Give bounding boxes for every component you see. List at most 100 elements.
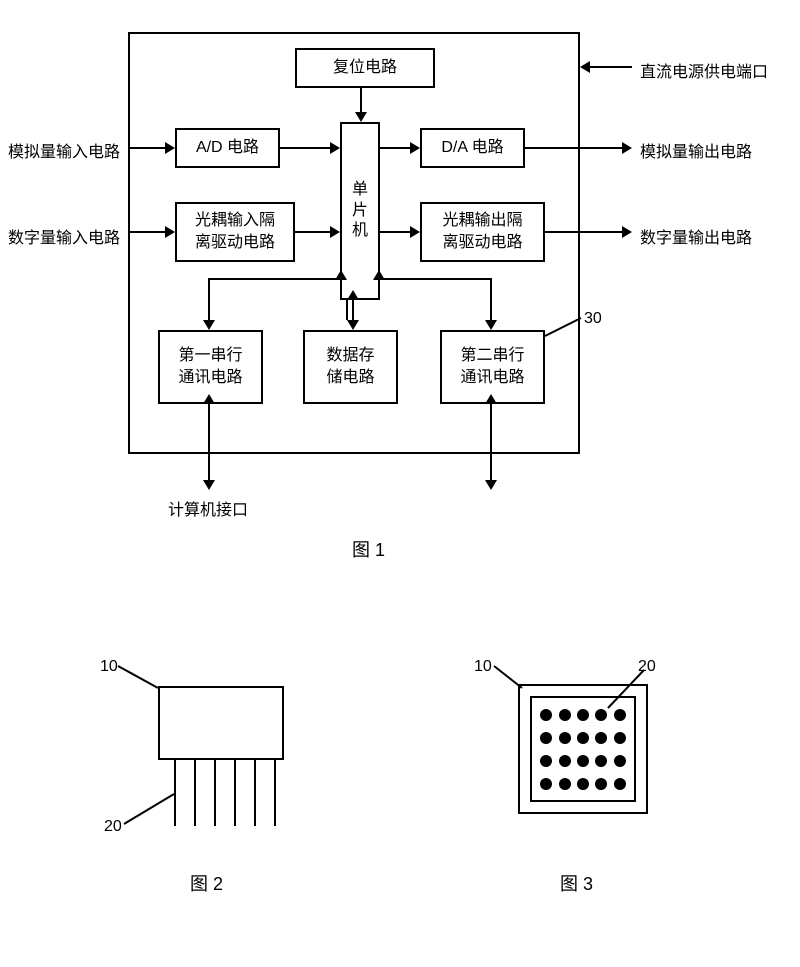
arrowhead-ad-mcu: [330, 142, 340, 154]
storage-box: 数据存 储电路: [303, 330, 398, 404]
fig2-chip: [158, 686, 284, 760]
figure-2: 10 20 图 2: [80, 650, 330, 880]
arrow-serial1-out: [208, 404, 210, 480]
mcu-label: 单 片 机: [352, 180, 368, 242]
digital-in-label: 数字量输入电路: [8, 224, 120, 248]
arrowhead-s1-u: [203, 394, 215, 404]
arrow-right-h: [380, 278, 490, 280]
opto-out-label: 光耦输出隔 离驱动电路: [442, 210, 522, 255]
analog-in-label: 模拟量输入电路: [8, 138, 120, 162]
arrowhead-serial2-u: [373, 270, 385, 280]
fig3-dot: [595, 732, 607, 744]
fig2-caption: 图 2: [190, 870, 223, 896]
arrowhead-dc: [580, 61, 590, 73]
arrow-analog-in: [128, 147, 165, 149]
arrow-right-v: [490, 278, 492, 320]
arrow-mcu-down-left: [346, 300, 348, 320]
serial2-label: 第二串行 通讯电路: [460, 345, 524, 390]
fig2-pin-2: [194, 760, 196, 826]
arrowhead-analog-out: [622, 142, 632, 154]
dc-power-label: 直流电源供电端口: [640, 58, 768, 82]
opto-out-box: 光耦输出隔 离驱动电路: [420, 202, 545, 262]
da-box: D/A 电路: [420, 128, 525, 168]
arrowhead-serial1-d: [203, 320, 215, 330]
ad-label: A/D 电路: [196, 137, 259, 159]
fig3-dot: [577, 755, 589, 767]
arrow-mcu-storage: [352, 300, 354, 320]
fig3-dot: [614, 755, 626, 767]
fig3-dot: [577, 732, 589, 744]
fig3-dot: [540, 732, 552, 744]
opto-in-box: 光耦输入隔 离驱动电路: [175, 202, 295, 262]
figure-1: 复位电路 A/D 电路 D/A 电路 单 片 机 光耦输入隔 离驱动电路 光耦输…: [0, 0, 800, 560]
arrow-digital-in: [128, 231, 165, 233]
arrowhead-storage-u: [347, 290, 359, 300]
arrowhead-opto-mcu: [330, 226, 340, 238]
arrow-digital-out: [545, 231, 622, 233]
arrowhead-storage-d: [347, 320, 359, 330]
arrow-opto-mcu: [295, 231, 330, 233]
reset-label: 复位电路: [333, 57, 397, 79]
serial1-label: 第一串行 通讯电路: [178, 345, 242, 390]
figure-3: 10 20 图 3: [450, 650, 700, 880]
fig3-caption: 图 3: [560, 870, 593, 896]
digital-out-label: 数字量输出电路: [640, 224, 752, 248]
arrow-dc: [590, 66, 632, 68]
fig3-dot: [577, 778, 589, 790]
fig3-dot: [595, 755, 607, 767]
fig2-lead10: [118, 666, 168, 696]
serial1-box: 第一串行 通讯电路: [158, 330, 263, 404]
arrow-ad-mcu: [280, 147, 330, 149]
fig2-pin-3: [214, 760, 216, 826]
arrowhead-s2-d: [485, 480, 497, 490]
da-label: D/A 电路: [441, 137, 503, 159]
arrow-analog-out: [525, 147, 622, 149]
fig3-dot: [577, 709, 589, 721]
arrowhead-digital-in: [165, 226, 175, 238]
arrowhead-reset-mcu: [355, 112, 367, 122]
fig3-dot: [559, 755, 571, 767]
ad-box: A/D 电路: [175, 128, 280, 168]
diagram-container: 复位电路 A/D 电路 D/A 电路 单 片 机 光耦输入隔 离驱动电路 光耦输…: [0, 0, 800, 967]
fig3-dot: [540, 709, 552, 721]
arrowhead-digital-out: [622, 226, 632, 238]
arrow-mcu-opto: [380, 231, 410, 233]
opto-in-label: 光耦输入隔 离驱动电路: [195, 210, 275, 255]
fig3-dot: [559, 709, 571, 721]
arrow-left-v: [208, 278, 210, 320]
fig3-dot: [595, 778, 607, 790]
arrowhead-serial2-d: [485, 320, 497, 330]
fig2-pin-4: [234, 760, 236, 826]
arrowhead-s2-u: [485, 394, 497, 404]
fig3-ref10: 10: [474, 658, 492, 676]
ref30-lead: [545, 318, 585, 338]
fig3-lead10: [494, 666, 534, 696]
fig3-lead20: [600, 670, 650, 712]
ref-30-label: 30: [584, 310, 602, 328]
arrow-mcu-da: [380, 147, 410, 149]
arrowhead-serial1-u: [335, 270, 347, 280]
fig3-dot: [540, 778, 552, 790]
fig2-ref10: 10: [100, 658, 118, 676]
arrowhead-mcu-opto: [410, 226, 420, 238]
arrowhead-mcu-da: [410, 142, 420, 154]
fig3-dot: [540, 755, 552, 767]
fig2-pin-5: [254, 760, 256, 826]
fig2-ref20: 20: [104, 818, 122, 836]
fig3-dot: [614, 732, 626, 744]
arrowhead-analog-in: [165, 142, 175, 154]
arrowhead-s1-d: [203, 480, 215, 490]
fig2-lead20: [124, 794, 184, 830]
arrow-left-h: [210, 278, 340, 280]
fig3-dot: [559, 778, 571, 790]
fig1-caption: 图 1: [352, 536, 385, 562]
analog-out-label: 模拟量输出电路: [640, 138, 752, 162]
arrow-reset-mcu: [360, 88, 362, 112]
serial2-box: 第二串行 通讯电路: [440, 330, 545, 404]
arrow-serial2-out: [490, 404, 492, 480]
fig2-pin-6: [274, 760, 276, 826]
computer-port-label: 计算机接口: [168, 496, 248, 520]
storage-label: 数据存 储电路: [326, 345, 374, 390]
fig3-dot: [559, 732, 571, 744]
fig3-dot: [614, 778, 626, 790]
